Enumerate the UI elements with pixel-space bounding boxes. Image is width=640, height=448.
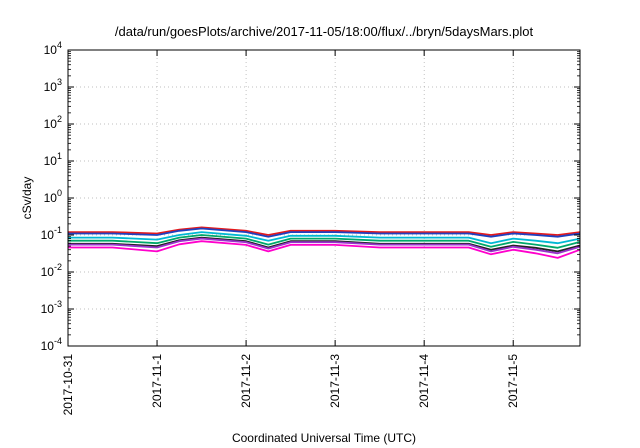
x-tick-label: 2017-11-4 <box>417 354 431 408</box>
series-line-3 <box>68 231 581 245</box>
series-line-1 <box>68 226 581 236</box>
y-tick-label: 10-1 <box>41 225 62 242</box>
series-line-5 <box>68 236 581 253</box>
series-line-7 <box>68 240 581 259</box>
y-tick-label: 10-4 <box>41 336 62 353</box>
x-tick-label: 2017-11-5 <box>506 354 520 408</box>
y-tick-label: 102 <box>44 114 62 131</box>
y-tick-label: 10-2 <box>41 262 62 279</box>
series-line-6 <box>68 237 581 255</box>
y-tick-label: 10-3 <box>41 299 62 316</box>
y-tick-label: 101 <box>44 151 62 168</box>
y-tick-label: 104 <box>44 40 62 57</box>
chart-title: /data/run/goesPlots/archive/2017-11-05/1… <box>115 24 534 39</box>
x-axis: 2017-10-31 2017-11-1 2017-11-2 2017-11-3 201… <box>61 50 520 415</box>
y-tick-label: 103 <box>44 77 62 94</box>
series-line-4 <box>68 234 581 249</box>
series-line-2 <box>68 227 581 238</box>
x-tick-label: 2017-11-3 <box>328 354 342 408</box>
y-tick-label: 100 <box>44 188 62 205</box>
x-tick-label: 2017-11-1 <box>150 354 164 408</box>
x-tick-label: 2017-10-31 <box>61 354 75 416</box>
y-axis-label: cSv/day <box>20 177 34 220</box>
x-axis-label: Coordinated Universal Time (UTC) <box>232 431 416 445</box>
x-tick-label: 2017-11-2 <box>239 354 253 408</box>
series-lines <box>68 226 581 259</box>
grid-lines <box>68 50 580 346</box>
y-axis: 10-4 10-3 10-2 10-1 100 101 102 103 104 <box>41 40 580 353</box>
